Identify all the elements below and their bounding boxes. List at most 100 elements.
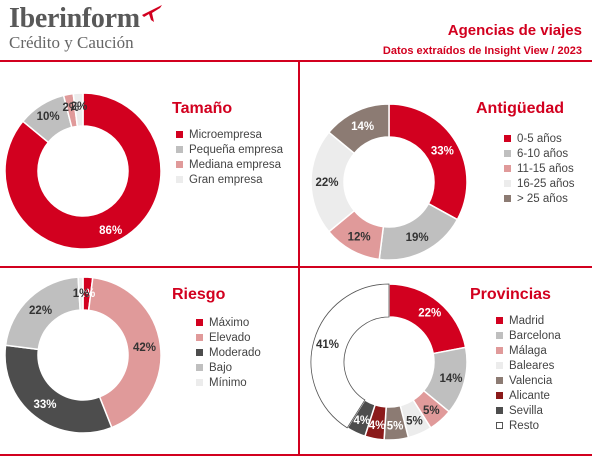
legend-item-maximo: Máximo [196, 316, 261, 331]
legend-antiguedad: 0-5 años 6-10 años 11-15 años 16-25 años > 2… [504, 132, 575, 207]
donut-chart-provincias: 22%14%5%5%5%4%4%41% [310, 283, 468, 441]
legend-swatch [176, 146, 183, 153]
legend-item-mediana-empresa: Mediana empresa [176, 158, 283, 173]
legend-item-sevilla: Sevilla [496, 404, 561, 419]
legend-swatch [196, 379, 203, 386]
data-label-6-10-anos: 19% [406, 232, 429, 244]
data-label-sevilla: 4% [353, 415, 370, 427]
legend-label: Mediana empresa [189, 159, 282, 171]
slice-elevado [87, 276, 162, 429]
legend-item-bajo: Bajo [196, 361, 261, 376]
legend-swatch [496, 347, 503, 354]
panel-riesgo: 2% 42% 33% 22% 1% Riesgo Máximo Elevado Modera… [0, 268, 298, 454]
legend-label: Mínimo [209, 377, 247, 389]
legend-label: Elevado [209, 332, 251, 344]
legend-swatch [504, 195, 511, 202]
legend-label: Alicante [509, 390, 550, 402]
legend-swatch [176, 131, 183, 138]
legend-swatch [504, 165, 511, 172]
legend-label: Microempresa [189, 129, 262, 141]
legend-item-alicante: Alicante [496, 389, 561, 404]
legend-item-barcelona: Barcelona [496, 329, 561, 344]
slice-microempresa [4, 92, 162, 250]
legend-provincias: Madrid Barcelona Málaga Baleares Valencia Ali… [496, 314, 561, 434]
legend-swatch [496, 362, 503, 369]
legend-item-baleares: Baleares [496, 359, 561, 374]
chart-title-tamano: Tamaño [172, 100, 233, 117]
slice-resto [310, 283, 390, 429]
brand-subtitle: Crédito y Caución [9, 33, 134, 52]
donut-chart-riesgo: 2% 42% 33% 22% 1% [4, 276, 162, 434]
legend-swatch [496, 407, 503, 414]
legend-label: 6-10 años [517, 148, 569, 160]
legend-swatch [496, 392, 503, 399]
legend-label: > 25 años [517, 193, 568, 205]
divider-middle [0, 266, 592, 268]
plane-icon [142, 5, 162, 22]
legend-item-elevado: Elevado [196, 331, 261, 346]
legend-swatch [496, 422, 503, 429]
slice-moderado [4, 344, 113, 434]
data-label-gran-empresa: 2% [71, 101, 88, 113]
legend-item-gran-empresa: Gran empresa [176, 173, 283, 188]
data-label-maximo: 2% [79, 288, 96, 300]
legend-label: 11-15 años [517, 163, 574, 175]
divider-top [0, 60, 592, 62]
legend-label: Valencia [509, 375, 553, 387]
page-title: Agencias de viajes [447, 22, 582, 39]
legend-swatch [496, 377, 503, 384]
data-label-barcelona: 14% [439, 373, 462, 385]
chart-title-antiguedad: Antigüedad [476, 100, 564, 117]
data-label-11-15-anos: 12% [348, 231, 371, 243]
slice-0-5-anos [388, 103, 468, 221]
legend-label: Madrid [509, 315, 545, 327]
panel-provincias: 22% 14% 5% 5% 5% 4% 4% 41% Provincias Madrid Bar… [300, 268, 592, 454]
legend-item-valencia: Valencia [496, 374, 561, 389]
panel-antiguedad: 33% 19% 12% 22% 14% Antigüedad 0-5 años 6-10 … [300, 62, 592, 266]
legend-label: Baleares [509, 360, 555, 372]
legend-item-malaga: Málaga [496, 344, 561, 359]
legend-swatch [196, 319, 203, 326]
legend-label: Pequeña empresa [189, 144, 283, 156]
legend-label: Resto [509, 420, 540, 432]
legend-item-microempresa: Microempresa [176, 128, 283, 143]
legend-item-resto: Resto [496, 419, 561, 434]
chart-title-riesgo: Riesgo [172, 286, 226, 303]
legend-label: Málaga [509, 345, 547, 357]
data-label-madrid: 22% [418, 308, 441, 320]
data-label-0-5-anos: 33% [431, 145, 454, 157]
legend-item-0-5-anos: 0-5 años [504, 132, 575, 147]
legend-item-6-10-anos: 6-10 años [504, 147, 575, 162]
legend-item-16-25-anos: 16-25 años [504, 177, 575, 192]
legend-label: Barcelona [509, 330, 561, 342]
data-label-16-25-anos: 22% [315, 177, 338, 189]
slice-25-anos [327, 103, 390, 155]
data-label-malaga: 5% [423, 405, 440, 417]
legend-label: Gran empresa [189, 174, 263, 186]
legend-label: Moderado [209, 347, 261, 359]
data-label-microempresa: 86% [99, 225, 122, 237]
legend-swatch [496, 317, 503, 324]
data-label-elevado: 42% [133, 342, 156, 354]
data-label-resto: 41% [316, 339, 339, 351]
chart-title-provincias: Provincias [470, 286, 551, 303]
page-subtitle: Datos extraídos de Insight View / 2023 [382, 45, 582, 57]
legend-label: Sevilla [509, 405, 543, 417]
data-label-bajo: 22% [29, 305, 52, 317]
legend-item-moderado: Moderado [196, 346, 261, 361]
legend-riesgo: Máximo Elevado Moderado Bajo Mínimo [196, 316, 261, 391]
legend-swatch [504, 150, 511, 157]
title-block: Agencias de viajes Datos extraídos de In… [383, 22, 582, 59]
panel-tamano: 86% 10% 2% 2% Tamaño Microempresa Pequeña em… [0, 62, 298, 266]
legend-item-minimo: Mínimo [196, 376, 261, 391]
brand-logo: Iberinform Crédito y Caución [9, 4, 140, 52]
legend-item-madrid: Madrid [496, 314, 561, 329]
legend-swatch [196, 349, 203, 356]
legend-label: Bajo [209, 362, 233, 374]
data-label-alicante: 4% [369, 420, 386, 432]
legend-tamano: Microempresa Pequeña empresa Mediana empre… [176, 128, 283, 188]
data-label-baleares: 5% [406, 416, 423, 428]
legend-item-11-15-anos: 11-15 años [504, 162, 575, 177]
legend-item-pequena-empresa: Pequeña empresa [176, 143, 283, 158]
data-label-minimo: 1% [73, 288, 90, 300]
